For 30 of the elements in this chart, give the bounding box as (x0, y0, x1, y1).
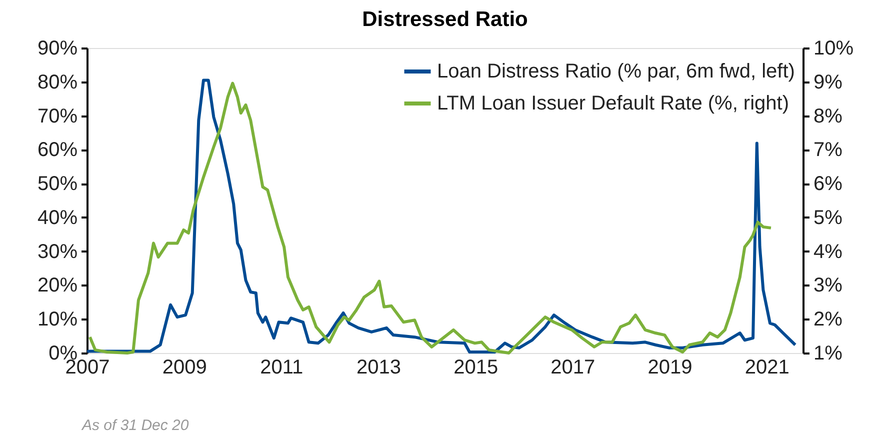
y2-tick-label: 5% (814, 206, 843, 229)
text: As of 31 Dec 20 (81, 417, 190, 434)
x-tick-label: 2015 (454, 356, 498, 378)
y-tick-label: 90% (37, 38, 78, 60)
y2-tick-label: 10% (814, 38, 854, 60)
x-tick-label: 2013 (356, 356, 402, 378)
y2-tick-label: 1% (814, 342, 843, 364)
y2-tick-label: 7% (814, 139, 843, 162)
y2-tick-label: 8% (814, 105, 843, 128)
x-tick-label: 2017 (550, 356, 596, 378)
legend-label: LTM Loan Issuer Default Rate (%, right) (437, 92, 789, 114)
y-tick-label: 50% (37, 173, 78, 196)
y-tick-label: 10% (37, 308, 78, 331)
y-tick-label: 20% (37, 274, 78, 297)
y-tick-label: 70% (37, 105, 78, 128)
x-tick-label: 2021 (744, 356, 790, 378)
x-tick-label: 2009 (162, 356, 207, 378)
y2-tick-label: 3% (814, 274, 843, 297)
y-tick-label: 60% (37, 139, 78, 162)
y-tick-label: 30% (37, 240, 78, 263)
x-tick-label: 2011 (260, 356, 304, 378)
y2-tick-label: 6% (814, 173, 843, 196)
chart-title: Distressed Ratio (362, 8, 528, 31)
y-tick-label: 40% (37, 206, 78, 229)
x-tick-label: 2019 (648, 356, 692, 378)
y2-tick-label: 4% (814, 240, 843, 263)
y2-tick-label: 2% (814, 308, 843, 331)
y2-tick-label: 9% (814, 71, 843, 94)
y-tick-label: 80% (37, 71, 78, 94)
legend-label: Loan Distress Ratio (% par, 6m fwd, left) (437, 60, 795, 82)
